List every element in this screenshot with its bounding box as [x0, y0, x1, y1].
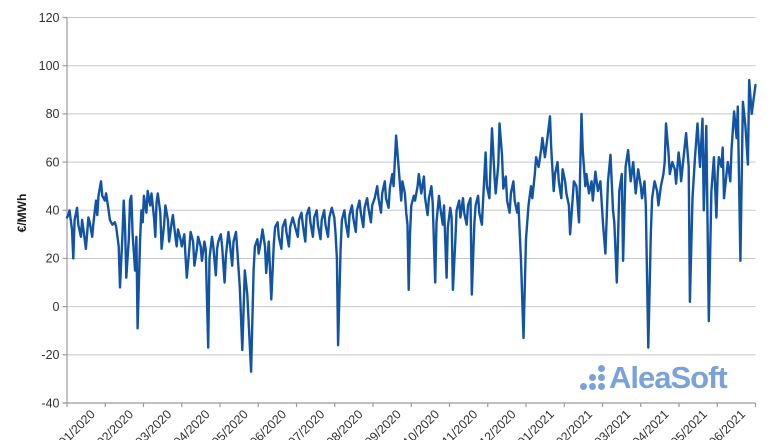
y-tick-label: 80: [46, 107, 60, 121]
x-tick-label: 08/2020: [324, 407, 366, 440]
y-axis-title: €/MWh: [15, 193, 29, 233]
x-tick-label: 06/2020: [247, 407, 289, 440]
price-line: [65, 78, 757, 373]
x-tick-label: 10/2020: [400, 407, 442, 440]
x-tick-label: 11/2020: [439, 407, 480, 440]
x-tick-label: 01/2021: [515, 407, 557, 440]
x-tick-label: 09/2020: [362, 407, 404, 440]
aleasoft-logo: AleaSoft: [580, 360, 728, 395]
aleasoft-logo-text: AleaSoft: [609, 360, 728, 395]
y-tick-label: 40: [46, 204, 60, 218]
x-tick-label: 03/2021: [592, 407, 634, 440]
y-tick-label: 120: [39, 11, 60, 25]
x-tick-label: 05/2021: [668, 407, 710, 440]
x-tick-label: 02/2020: [94, 407, 136, 440]
x-tick-label: 07/2020: [286, 407, 328, 440]
y-tick-label: 20: [46, 252, 60, 266]
x-tick-label: 01/2020: [56, 407, 98, 440]
aleasoft-logo-dots-icon: [580, 365, 605, 390]
x-tick-label: 05/2020: [209, 407, 251, 440]
x-tick-label: 04/2020: [171, 407, 213, 440]
x-tick-label: 04/2021: [630, 407, 672, 440]
x-tick-label: 02/2021: [553, 407, 595, 440]
y-tick-label: -40: [41, 396, 59, 410]
y-tick-label: 0: [53, 300, 60, 314]
x-tick-label: 06/2021: [706, 407, 748, 440]
y-tick-label: 100: [39, 59, 60, 73]
x-tick-label: 03/2020: [133, 407, 175, 440]
y-tick-label: 60: [46, 155, 60, 169]
x-tick-label: 12/2020: [477, 407, 519, 440]
y-tick-label: -20: [41, 348, 59, 362]
